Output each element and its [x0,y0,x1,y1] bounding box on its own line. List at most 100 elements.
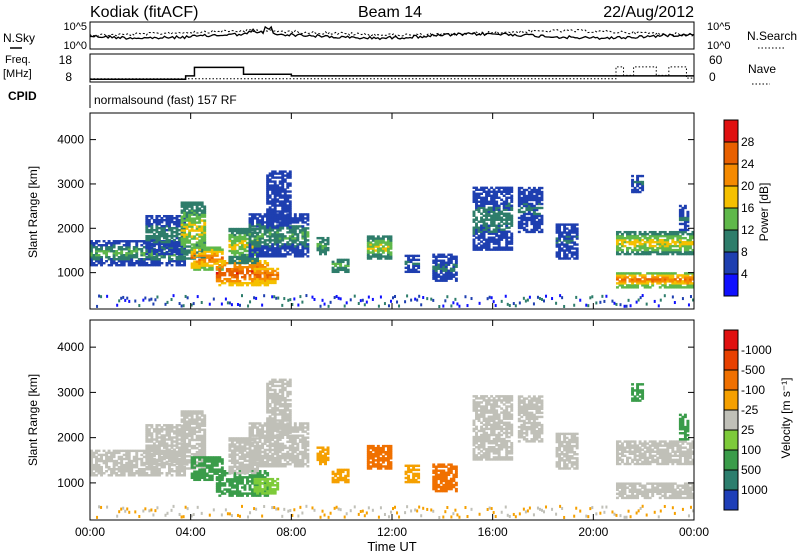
power-echo-cell [490,216,494,219]
power-echo-cell [183,246,187,250]
power-echo-cell [283,247,287,250]
power-echo-cell [135,250,139,253]
power-echo-cell [175,242,179,246]
power-echo-cell [472,244,476,247]
power-echo-cell [235,229,239,233]
velocity-echo-cell [105,461,109,465]
velocity-echo-cell [198,422,202,425]
power-echo-cell [288,231,292,234]
velocity-echo-cell [107,467,111,471]
power-echo-cell [276,243,280,246]
power-echo-cell [220,281,224,285]
power-echo-cell [389,243,393,246]
velocity-echo-cell [125,455,129,459]
power-echo-cell [369,255,373,258]
power-echo-cell [145,224,149,228]
power-echo-cell [510,216,514,219]
power-echo-cell [532,206,536,210]
power-echo-cell [286,184,290,187]
velocity-echo-cell [142,463,146,467]
power-echo-cell [623,252,627,256]
velocity-echo-cell [213,468,217,471]
power-echo-cell [261,241,265,244]
power-echo-cell [345,301,348,305]
power-echo-cell [563,245,567,248]
power-echo-cell [535,200,539,204]
power-echo-cell [301,231,305,234]
power-echo-cell [298,243,302,246]
power-echo-cell [661,252,665,256]
velocity-echo-cell [100,465,103,469]
power-echo-cell [495,248,499,251]
power-echo-cell [386,245,390,248]
velocity-echo-cell [188,434,192,438]
power-echo-cell [165,236,169,240]
power-echo-cell [203,227,207,230]
power-echo-cell [170,263,174,267]
velocity-echo-cell [147,430,151,433]
power-echo-cell [510,204,514,207]
velocity-echo-cell [218,458,222,461]
power-echo-cell [117,256,121,259]
power-echo-cell [263,247,267,250]
power-echo-cell [686,246,690,250]
power-echo-cell [228,281,232,285]
power-echo-cell [671,282,675,285]
power-echo-cell [155,224,159,228]
power-echo-cell [339,260,343,264]
power-echo-cell [147,263,151,267]
power-echo-cell [532,222,536,226]
power-echo-cell [482,236,486,239]
power-echo-cell [278,233,282,236]
power-echo-cell [497,204,501,207]
power-echo-cell [135,254,139,257]
power-echo-cell [319,246,322,250]
power-echo-cell [258,279,262,283]
power-echo-cell [243,237,247,241]
power-echo-cell [135,244,139,247]
power-echo-cell [258,251,262,254]
velocity-echo-cell [130,467,134,471]
velocity-echo-cell [233,492,237,495]
power-echo-cell [266,275,270,279]
power-echo-cell [651,244,655,248]
power-echo-cell [482,222,486,225]
power-echo-cell [573,243,577,246]
power-echo-cell [258,271,262,275]
velocity-echo-cell [205,464,209,467]
power-echo-cell [324,248,327,252]
power-echo-cell [439,277,443,280]
power-echo-cell [283,249,287,252]
power-echo-cell [258,263,262,267]
velocity-echo-cell [200,464,204,467]
power-echo-cell [271,180,275,183]
velocity-echo-cell [235,482,239,485]
velocity-echo-cell [132,465,136,469]
power-echo-cell [283,170,287,173]
power-echo-cell [673,280,677,283]
power-echo-cell [203,225,207,228]
power-echo-cell [686,274,690,277]
power-echo-cell [268,196,272,199]
power-echo-cell [623,276,627,279]
velocity-echo-cell [150,424,154,427]
power-echo-cell [258,215,262,218]
power-echo-cell [215,254,219,257]
power-echo-cell [203,215,207,218]
power-echo-cell [286,247,290,250]
power-echo-cell [198,235,202,238]
power-echo-cell [575,227,579,230]
power-echo-cell [485,248,489,251]
power-echo-cell [248,259,252,263]
power-echo-cell [641,250,645,254]
velocity-echo-cell [178,470,181,473]
power-echo-cell [394,294,397,298]
velocity-echo-cell [175,454,179,458]
power-echo-cell [291,229,295,232]
velocity-echo-cell [147,444,151,447]
velocity-echo-cell [150,426,154,429]
power-echo-cell [530,208,534,212]
power-echo-cell [487,232,491,235]
power-echo-cell [223,277,227,281]
power-echo-cell [268,241,272,244]
